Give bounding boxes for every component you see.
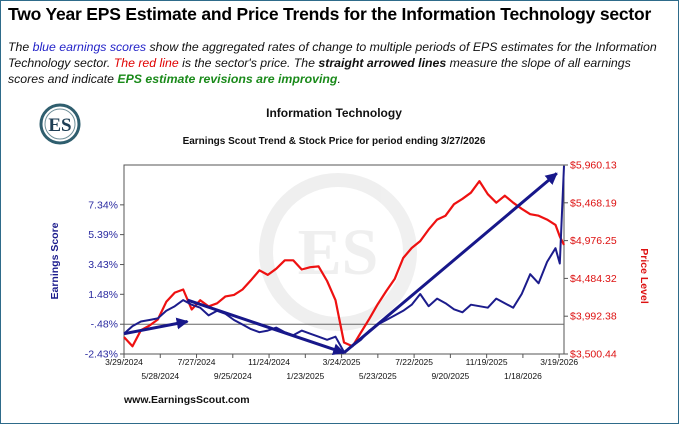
right-tick-label: $4,976.25 — [570, 235, 617, 247]
x-tick-label-lower: 5/23/2025 — [359, 371, 397, 381]
chart-subtitle: Earnings Scout Trend & Stock Price for p… — [183, 136, 486, 147]
left-tick-label: 3.43% — [88, 259, 118, 271]
left-axis-title: Earnings Score — [49, 222, 61, 299]
desc-blue-phrase: blue earnings scores — [32, 40, 147, 54]
left-tick-label: 7.34% — [88, 199, 118, 211]
left-tick-label: 1.48% — [88, 289, 118, 301]
logo-text: ES — [48, 115, 71, 136]
desc-green-phrase: EPS estimate revisions are improving — [117, 72, 338, 86]
es-logo: ES — [39, 103, 81, 145]
x-tick-label-upper: 3/24/2025 — [323, 357, 361, 367]
right-tick-label: $3,992.38 — [570, 311, 617, 323]
description-paragraph: The blue earnings scores show the aggreg… — [8, 39, 668, 87]
right-axis-title: Price Level — [638, 248, 650, 304]
right-tick-label: $3,500.44 — [570, 349, 617, 361]
x-tick-label-upper: 3/29/2024 — [105, 357, 143, 367]
desc-text-4: measure the slope of all earnings scores… — [8, 56, 631, 86]
trend-arrows-layer — [123, 172, 558, 356]
x-tick-label-lower: 1/18/2026 — [504, 371, 542, 381]
price-line — [123, 179, 565, 348]
right-tick-label: $5,960.13 — [570, 160, 617, 172]
x-tick-label-upper: 7/22/2025 — [395, 357, 433, 367]
left-tick-label: 5.39% — [88, 229, 118, 241]
x-tick-label-lower: 5/28/2024 — [141, 371, 179, 381]
desc-red-phrase: The red line — [113, 56, 179, 70]
chart-panel: ES ES Information Technology Earnings Sc… — [8, 96, 665, 413]
x-tick-label-upper: 11/24/2024 — [248, 357, 290, 367]
x-tick-label-upper: 3/19/2026 — [540, 357, 578, 367]
chart-title: Information Technology — [266, 106, 402, 120]
right-tick-label: $5,468.19 — [570, 197, 617, 209]
x-tick-label-lower: 9/25/2024 — [214, 371, 252, 381]
trend-arrow — [343, 172, 558, 354]
desc-text-2: show the aggregated rates of change to m… — [8, 40, 657, 70]
page-heading: Two Year EPS Estimate and Price Trends f… — [8, 4, 652, 24]
website-footer: www.EarningsScout.com — [123, 394, 250, 406]
desc-text-5: . — [337, 72, 341, 86]
desc-text-1: The — [8, 40, 33, 54]
desc-text-3: is the sector's price. The — [178, 56, 319, 70]
desc-bold-phrase: straight arrowed lines — [318, 56, 447, 70]
x-tick-label-upper: 11/19/2025 — [466, 357, 508, 367]
left-tick-label: -.48% — [91, 319, 118, 331]
trend-arrow — [186, 298, 346, 356]
price-layer — [123, 179, 565, 348]
watermark-logo-text: ES — [298, 216, 379, 289]
trend-arrow — [123, 317, 189, 336]
right-tick-label: $4,484.32 — [570, 273, 617, 285]
tick-labels-layer: -2.43% -.48% 1.48% 3.43% 5.39% 7.34% $3,500.44… — [85, 160, 617, 382]
watermark: ES — [259, 173, 417, 331]
left-tick-label: -2.43% — [85, 349, 118, 361]
chart-svg: ES ES Information Technology Earnings Sc… — [39, 103, 650, 406]
x-tick-label-lower: 1/23/2025 — [286, 371, 324, 381]
x-tick-label-lower: 9/20/2025 — [431, 371, 469, 381]
x-tick-label-upper: 7/27/2024 — [178, 357, 216, 367]
